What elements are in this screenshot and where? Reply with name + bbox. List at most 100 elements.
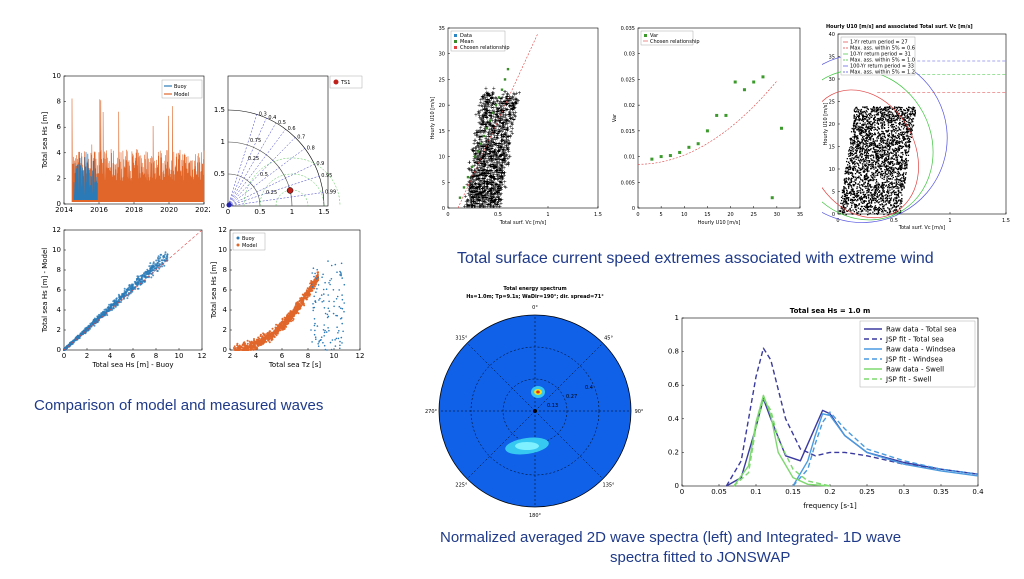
data-point [859,141,861,143]
data-point: + [514,110,518,116]
data-point: + [482,179,486,185]
buoy-point [341,342,343,344]
data-point [856,200,858,202]
data-point: + [484,169,488,175]
data-point [908,122,910,124]
data-point: + [482,190,486,196]
data-point: + [485,180,489,186]
data-point: + [495,114,499,120]
data-point: + [488,168,492,174]
model-point [273,331,276,334]
data-point: + [494,184,498,190]
data-point: + [487,99,491,105]
mean-point [494,103,498,107]
data-point: + [476,150,480,156]
data-point [903,160,905,162]
corr-line [227,122,277,207]
data-point: + [495,169,499,175]
y-tick-label: 30 [829,77,835,83]
data-point: + [490,197,494,203]
data-point [877,168,879,171]
y-tick-label: 0.03 [624,52,635,58]
data-point: + [483,179,487,185]
data-point: + [482,143,486,149]
data-point: + [476,166,480,172]
data-point [888,185,891,187]
data-point: + [489,154,493,160]
data-point: + [497,142,501,148]
data-point [856,205,858,207]
x-tick-label: 35 [797,212,803,218]
data-point: + [489,175,493,181]
data-point [887,189,889,191]
data-point: + [474,177,478,183]
data-point [865,169,867,171]
buoy-point [338,330,340,332]
data-point: + [503,156,507,162]
identity-line [63,229,203,351]
scatter-point [143,273,145,275]
rms-arc [243,157,341,207]
data-point: + [481,154,485,160]
data-point: + [490,144,494,150]
data-point [889,174,891,176]
data-point: + [484,200,488,206]
data-point: + [482,146,486,152]
data-point [896,157,898,159]
data-point: + [512,106,516,112]
scatter-point [131,286,134,288]
data-point: + [473,181,477,187]
data-point: + [483,162,487,168]
data-point: + [491,138,495,144]
buoy-point [317,284,320,286]
data-point [861,124,863,126]
data-point [887,213,889,216]
buoy-point [314,336,317,338]
data-point: + [505,107,509,113]
data-point [856,114,858,116]
data-point: + [484,152,488,158]
data-point [870,136,872,138]
data-point: + [508,104,512,110]
data-point: + [504,100,508,106]
data-point [859,208,862,210]
data-point [846,205,848,207]
y-tick-label: 15 [829,145,835,151]
data-point: + [474,186,478,192]
data-point: + [487,187,491,193]
x-tick-label: 2 [85,352,89,360]
data-point [878,158,880,160]
data-point [877,182,879,184]
data-point: + [480,194,484,200]
data-point: + [485,108,489,114]
data-point [882,126,884,128]
data-point: + [495,107,499,113]
data-point: + [492,185,496,191]
data-point: + [499,141,503,147]
scatter-point [131,290,134,293]
data-point [892,118,894,120]
data-point: + [501,176,505,182]
data-point: + [485,147,489,153]
data-point: + [469,182,473,188]
rms-label: 0.25 [248,156,259,162]
data-point [853,129,855,131]
data-point [850,179,852,181]
data-point: + [486,145,490,151]
data-point [858,160,861,162]
data-point [865,144,867,147]
model-point [288,316,291,319]
data-point: + [478,181,482,187]
scatter-point [100,316,103,318]
data-point [852,199,854,201]
data-point [908,124,910,126]
data-point [914,109,916,111]
data-point: + [473,190,477,196]
data-point [891,131,893,133]
model-point [244,342,246,345]
legend-swatch [644,34,647,37]
data-point: + [499,114,503,120]
data-point: + [474,151,478,157]
data-point: + [491,162,495,168]
data-point: + [476,169,480,175]
